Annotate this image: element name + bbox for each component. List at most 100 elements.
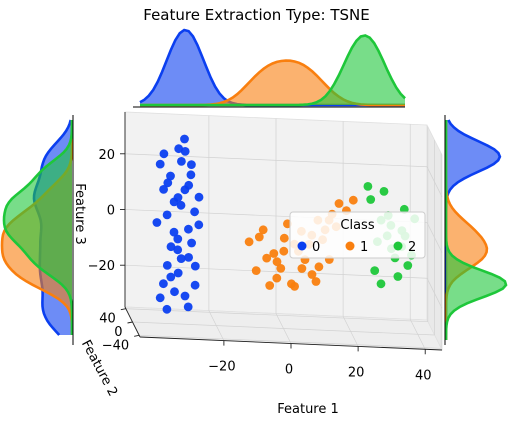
point-class-1 — [276, 264, 286, 273]
legend-label-2: 2 — [408, 240, 416, 255]
point-class-1 — [251, 266, 261, 275]
marginal-densities — [0, 28, 508, 345]
marginal-left-line-class-2 — [2, 120, 74, 335]
point-class-0 — [184, 253, 194, 262]
point-class-1 — [244, 237, 254, 247]
y-tick-label: 0 — [114, 325, 122, 340]
point-class-0 — [180, 291, 190, 301]
x-axis-label: Feature 1 — [277, 402, 339, 417]
chart-title: Feature Extraction Type: TSNE — [143, 6, 370, 24]
point-class-0 — [162, 210, 172, 220]
point-class-2 — [379, 187, 389, 196]
point-class-1 — [272, 273, 282, 283]
point-class-0 — [159, 185, 169, 194]
grid-line-y — [139, 334, 442, 349]
point-class-1 — [269, 249, 279, 258]
point-class-0 — [162, 261, 172, 270]
point-class-0 — [173, 234, 183, 244]
x-tick-label: 20 — [348, 365, 365, 380]
grid-line-z — [124, 264, 428, 279]
point-class-0 — [163, 178, 173, 188]
point-class-2 — [363, 182, 373, 191]
point-class-1 — [279, 233, 289, 243]
point-class-0 — [166, 272, 176, 282]
point-class-0 — [184, 224, 193, 234]
grid-line-z — [124, 153, 428, 168]
point-class-1 — [314, 262, 324, 272]
z-axis-label: Feature 3 — [72, 183, 87, 245]
marginal-top-fill-class-0 — [140, 30, 405, 105]
grid-line-z — [426, 166, 443, 197]
marginal-top-fill-class-1 — [140, 60, 405, 105]
point-class-0 — [159, 149, 169, 159]
point-class-1 — [265, 281, 275, 290]
point-class-0 — [176, 200, 186, 210]
legend-marker-0 — [297, 241, 307, 251]
point-class-1 — [297, 264, 307, 273]
point-class-2 — [393, 272, 403, 281]
point-class-2 — [370, 266, 380, 275]
point-class-0 — [169, 227, 179, 237]
point-class-0 — [173, 245, 183, 255]
point-class-1 — [311, 277, 321, 286]
marginal-right-fill-class-0 — [446, 120, 500, 340]
y-tick-label: −40 — [102, 338, 129, 353]
point-class-0 — [159, 279, 168, 289]
y-tick — [120, 308, 126, 311]
point-class-1 — [272, 257, 282, 267]
point-class-2 — [366, 195, 376, 204]
x-tick-label: 0 — [285, 363, 293, 378]
legend-label-0: 0 — [312, 240, 320, 255]
point-class-0 — [180, 134, 189, 144]
point-class-0 — [187, 238, 197, 248]
y-tick — [127, 321, 133, 324]
point-class-0 — [166, 242, 176, 252]
point-class-0 — [155, 159, 165, 169]
point-class-0 — [186, 170, 196, 180]
point-class-1 — [262, 253, 272, 263]
point-class-0 — [183, 302, 193, 312]
x-tick-label: 40 — [415, 368, 432, 383]
z-tick-label: 20 — [98, 148, 115, 163]
z-tick-label: −20 — [88, 259, 115, 274]
point-class-0 — [184, 180, 194, 190]
grid-line-z — [426, 278, 443, 309]
point-class-0 — [194, 192, 204, 202]
legend-marker-2 — [393, 241, 403, 251]
point-class-1 — [279, 246, 289, 256]
legend-label-1: 1 — [360, 240, 368, 255]
grid-line-z — [426, 222, 443, 253]
point-class-0 — [166, 171, 175, 181]
point-class-0 — [194, 220, 204, 230]
point-class-1 — [254, 232, 264, 242]
marginal-top-line-class-2 — [140, 34, 406, 107]
point-class-0 — [176, 254, 186, 263]
point-class-0 — [187, 160, 196, 170]
legend: Class 0 1 2 — [289, 211, 426, 259]
grid-line-y — [132, 321, 435, 336]
point-class-0 — [155, 293, 165, 303]
z-tick-label: 0 — [107, 204, 115, 219]
marginal-right-fill-class-1 — [446, 120, 487, 340]
legend-box — [289, 211, 426, 259]
point-class-0 — [180, 147, 190, 156]
point-class-0 — [190, 261, 200, 271]
marginal-top-fill-class-2 — [140, 35, 405, 105]
marginal-right-fill-class-2 — [446, 120, 506, 340]
point-class-0 — [190, 280, 200, 290]
point-class-2 — [403, 261, 413, 270]
x-tick-label: −20 — [208, 360, 235, 375]
point-class-0 — [177, 157, 186, 166]
y-tick-label: 40 — [99, 312, 116, 327]
grid-line-y — [125, 308, 428, 323]
marginal-left-fill-class-2 — [4, 120, 72, 335]
y-tick — [134, 334, 140, 337]
point-class-1 — [307, 270, 317, 279]
point-class-1 — [348, 195, 358, 205]
point-class-0 — [162, 304, 172, 314]
point-class-0 — [152, 218, 162, 227]
point-class-0 — [173, 268, 183, 278]
